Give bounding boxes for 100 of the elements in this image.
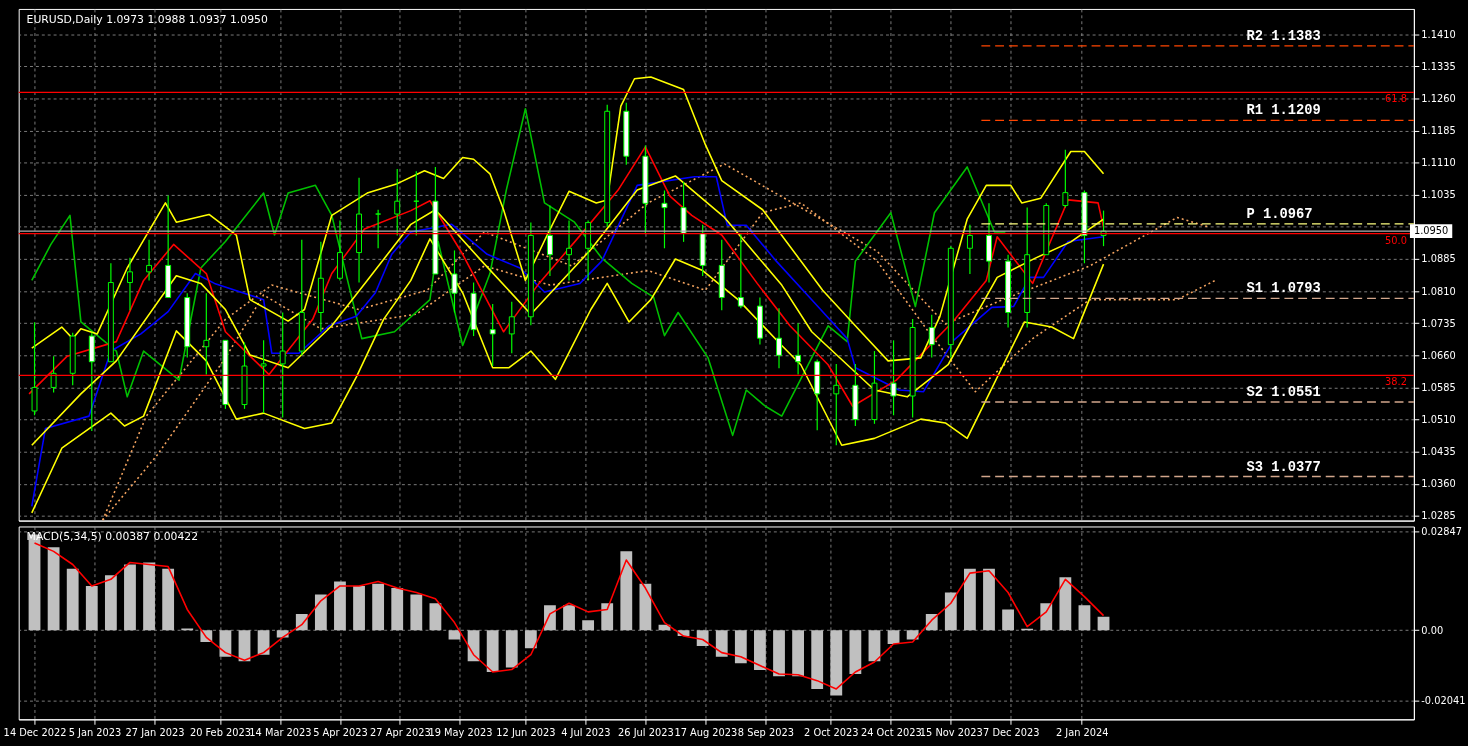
line-series xyxy=(31,107,1007,437)
y-tick-label: 1.1110 xyxy=(1421,157,1456,169)
x-tick-label: 2 Jan 2024 xyxy=(1055,726,1109,738)
candlestick xyxy=(146,239,153,281)
annotation: 38.2 xyxy=(1385,376,1407,388)
y-tick-label: 0.00 xyxy=(1421,624,1444,636)
candlestick xyxy=(31,321,38,416)
bar xyxy=(486,630,499,672)
y-tick-label: 1.0810 xyxy=(1421,285,1456,297)
ref-line-label: R1 1.1209 xyxy=(1246,103,1321,119)
bar xyxy=(1078,605,1091,631)
candlestick xyxy=(661,189,668,249)
bar xyxy=(1002,609,1014,631)
bar xyxy=(104,575,117,631)
bar xyxy=(124,564,136,631)
x-tick-label: 5 Jan 2023 xyxy=(68,726,122,738)
bar xyxy=(505,630,518,668)
annotation: 61.8 xyxy=(1385,93,1407,105)
x-tick-label: 4 Jul 2023 xyxy=(561,726,611,738)
candlestick xyxy=(546,204,553,277)
x-tick-label: 14 Dec 2022 xyxy=(3,726,67,738)
ref-line-label: R2 1.1383 xyxy=(1246,28,1321,44)
candlestick xyxy=(50,355,57,394)
x-tick-label: 17 Aug 2023 xyxy=(674,726,738,738)
y-tick-label: -0.02041 xyxy=(1421,695,1466,707)
y-tick-label: 0.02847 xyxy=(1421,526,1462,538)
candlestick xyxy=(451,249,458,314)
bar xyxy=(734,630,747,664)
bar xyxy=(944,592,957,631)
y-tick-label: 1.0735 xyxy=(1421,317,1456,329)
bar xyxy=(429,603,442,631)
candlestick xyxy=(737,232,744,309)
ref-line-label: S2 1.0551 xyxy=(1246,385,1321,401)
bar xyxy=(314,594,327,631)
x-tick-label: 27 Apr 2023 xyxy=(370,726,431,738)
bar xyxy=(524,630,537,649)
ref-line-label: S1 1.0793 xyxy=(1246,281,1321,297)
chart-title: EURUSD,Daily 1.0973 1.0988 1.0937 1.0950 xyxy=(26,12,268,26)
chart-title: MACD(5,34,5) 0.00387 0.00422 xyxy=(26,530,199,544)
bar xyxy=(85,585,98,631)
x-tick-label: 20 Feb 2023 xyxy=(189,726,252,738)
bar xyxy=(754,630,766,670)
candlestick xyxy=(833,363,840,446)
line-series xyxy=(33,542,1105,690)
y-tick-label: 1.0585 xyxy=(1421,381,1456,393)
bar xyxy=(66,568,79,631)
y-tick-label: 1.0435 xyxy=(1421,446,1456,458)
line-series xyxy=(31,175,1105,508)
bar xyxy=(143,562,155,631)
candlestick xyxy=(279,311,286,418)
x-tick-label: 26 Jul 2023 xyxy=(618,726,674,738)
bar xyxy=(715,630,728,657)
bar xyxy=(391,588,404,631)
candlestick xyxy=(966,224,973,275)
y-tick-label: 1.0885 xyxy=(1421,253,1456,265)
bar xyxy=(849,630,862,675)
y-tick-label: 1.1185 xyxy=(1421,124,1456,136)
bar xyxy=(811,630,824,689)
ref-line-label: S3 1.0377 xyxy=(1246,459,1321,475)
y-tick-label: 1.0660 xyxy=(1421,349,1456,361)
line-series xyxy=(31,238,1105,514)
line-series xyxy=(31,175,1105,447)
bar xyxy=(410,594,423,631)
x-tick-label: 19 May 2023 xyxy=(428,726,493,738)
bar xyxy=(372,583,385,631)
y-tick-label: 1.1410 xyxy=(1421,28,1456,40)
candlestick xyxy=(1062,149,1069,209)
x-tick-label: 2 Oct 2023 xyxy=(804,726,859,738)
x-tick-label: 12 Jun 2023 xyxy=(496,726,556,738)
x-tick-label: 14 Mar 2023 xyxy=(249,726,312,738)
candlestick xyxy=(776,307,782,369)
bar xyxy=(162,568,175,631)
candlestick xyxy=(890,339,897,416)
bar xyxy=(887,630,900,644)
bar xyxy=(792,630,805,677)
bar xyxy=(773,630,785,677)
candlestick xyxy=(795,322,802,376)
candlestick xyxy=(489,303,496,367)
bar xyxy=(1040,603,1053,631)
bar xyxy=(620,551,633,631)
bar xyxy=(47,547,60,631)
x-tick-label: 7 Dec 2023 xyxy=(983,726,1040,738)
bar xyxy=(639,583,652,631)
y-tick-label: 1.0285 xyxy=(1421,510,1456,522)
y-tick-label: 1.1035 xyxy=(1421,189,1456,201)
x-tick-label: 27 Jan 2023 xyxy=(125,726,185,738)
x-tick-label: 24 Oct 2023 xyxy=(860,726,922,738)
y-tick-label: 1.0510 xyxy=(1421,413,1456,425)
bar xyxy=(334,581,346,631)
candlestick xyxy=(203,292,210,376)
bar xyxy=(964,568,976,631)
x-tick-label: 8 Sep 2023 xyxy=(737,726,794,738)
bar xyxy=(983,568,995,631)
bar xyxy=(353,585,365,631)
candlestick xyxy=(394,168,401,237)
bar xyxy=(1059,577,1072,631)
candlestick xyxy=(508,301,515,354)
bar xyxy=(448,630,461,640)
candlestick xyxy=(566,219,572,281)
line-series xyxy=(31,76,1105,362)
